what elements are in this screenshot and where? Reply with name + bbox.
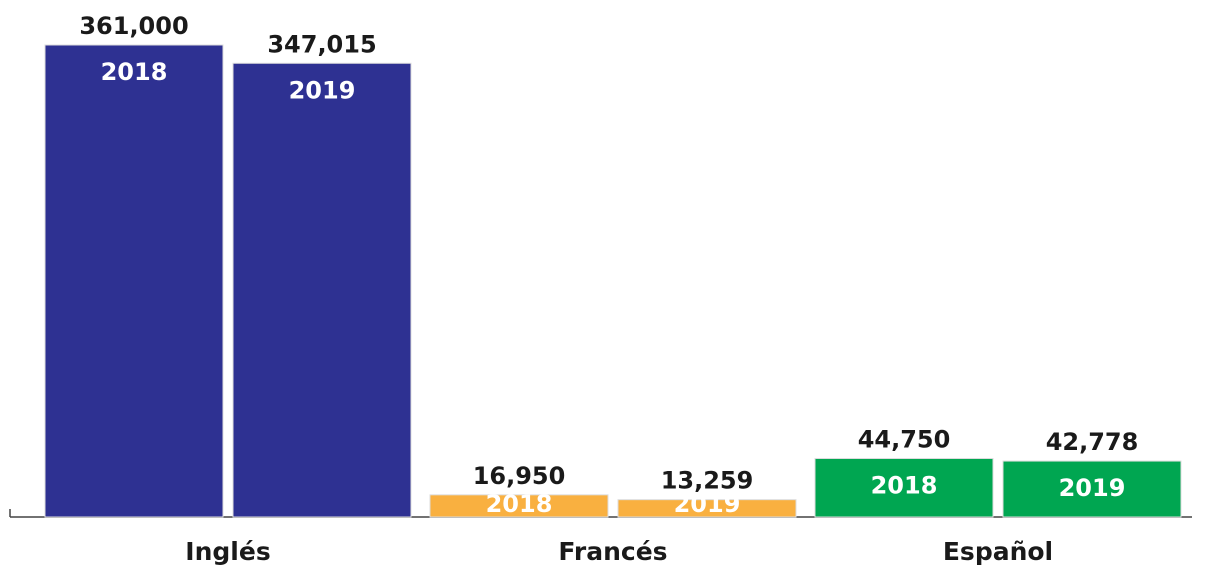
data-label: 44,750: [858, 425, 951, 453]
data-label: 361,000: [79, 12, 188, 40]
bar: [429, 494, 609, 518]
bar: [44, 44, 224, 518]
bar: [814, 457, 994, 518]
bar-series-label: 2018: [871, 471, 938, 499]
x-tick-label: Inglés: [185, 537, 270, 566]
data-label: 42,778: [1046, 428, 1139, 456]
data-label: 13,259: [661, 467, 754, 495]
x-tick-label: Francés: [558, 537, 667, 566]
bar: [617, 499, 797, 518]
bar-series-label: 2019: [1059, 474, 1126, 502]
x-tick-label: Español: [943, 537, 1053, 566]
bar-series-label: 2018: [486, 490, 553, 518]
bar: [232, 62, 412, 518]
data-label: 16,950: [473, 462, 566, 490]
bar-series-label: 2019: [289, 76, 356, 104]
data-label: 347,015: [267, 30, 376, 58]
bar: [1002, 460, 1182, 518]
bar-series-label: 2018: [101, 58, 168, 86]
bar-series-label: 2019: [674, 490, 741, 518]
